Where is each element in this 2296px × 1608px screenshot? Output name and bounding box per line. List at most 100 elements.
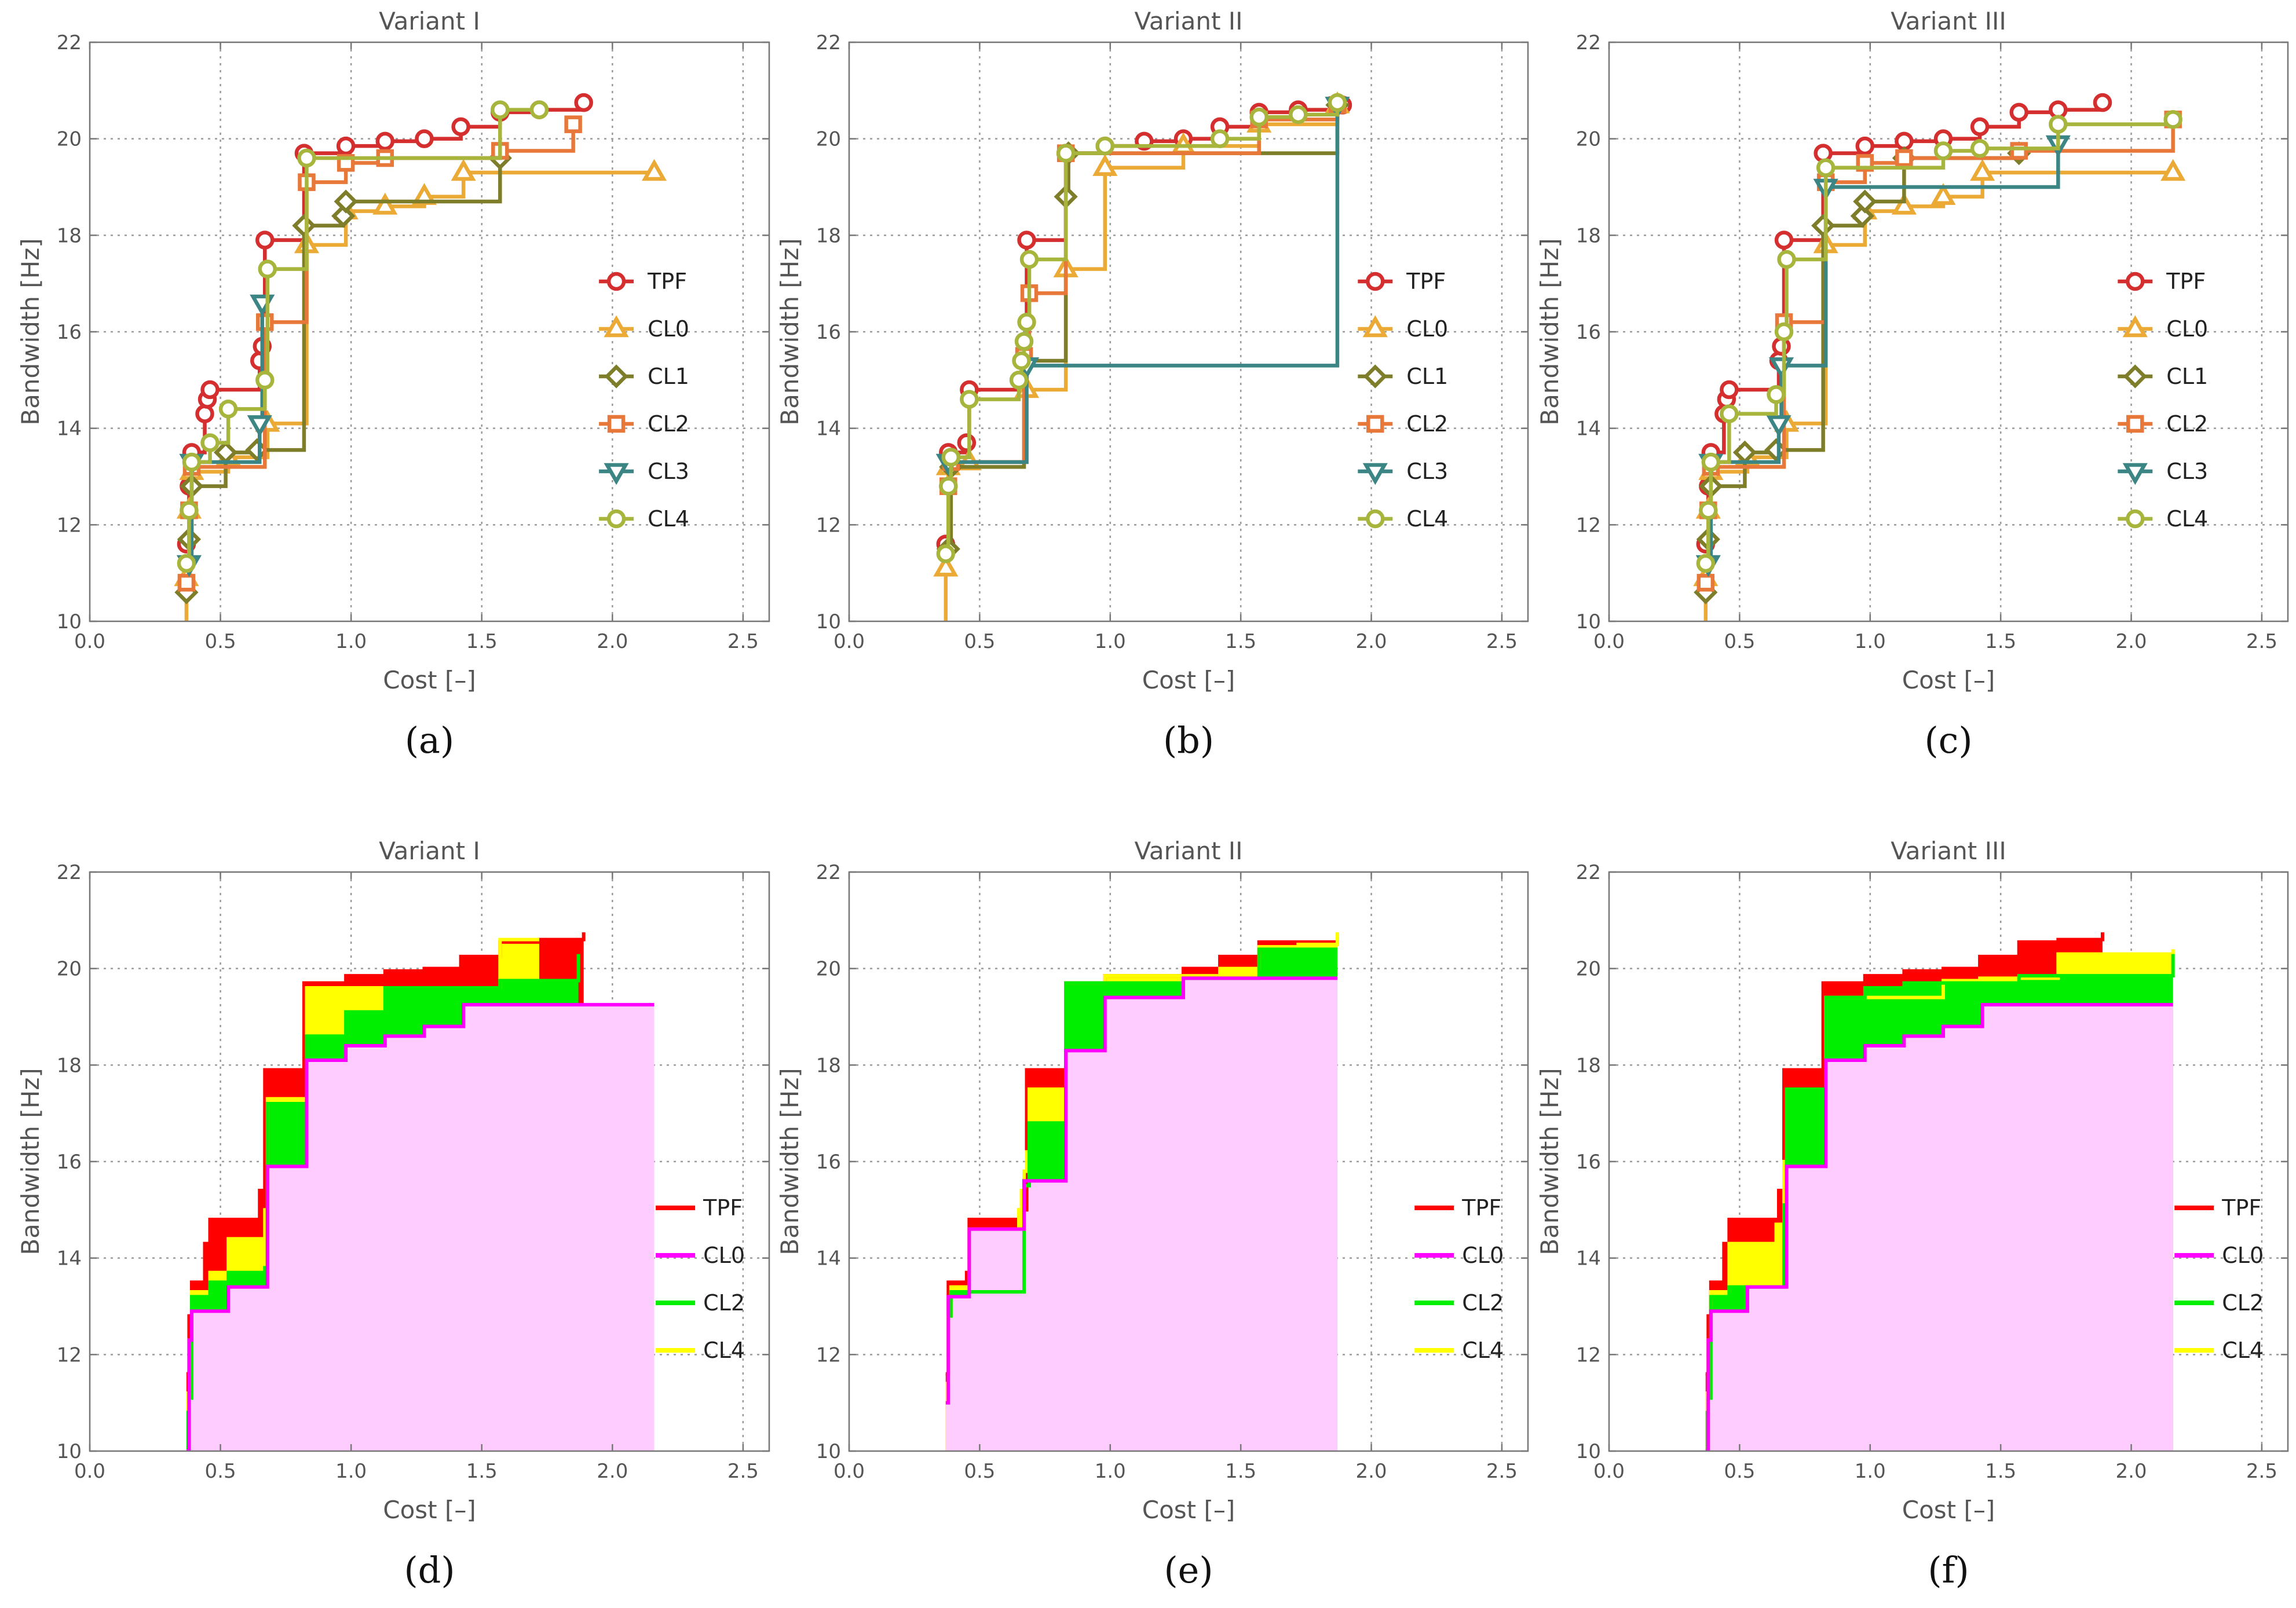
- series-cl4: [936, 93, 1347, 563]
- legend-marker: [2122, 463, 2148, 485]
- legend-marker: [1366, 509, 1385, 529]
- legend-item-cl1: CL1: [599, 364, 689, 389]
- series-cl0: [933, 91, 1350, 621]
- legend: TPF CL0 CL1 CL2 CL3 CL4: [1358, 269, 1448, 532]
- data-point-cl2: [1697, 574, 1715, 592]
- data-point-cl0: [1092, 154, 1118, 176]
- data-point-cl4: [1014, 332, 1034, 351]
- y-axis-label: Bandwidth [Hz]: [16, 238, 45, 425]
- data-point-cl4: [1933, 141, 1953, 160]
- y-tick-label: 10: [1576, 610, 1601, 633]
- x-tick-label: 2.5: [727, 1460, 759, 1483]
- x-tick-label: 0.5: [964, 1460, 995, 1483]
- edge-cl2: [1705, 954, 2175, 1415]
- x-axis-label: Cost [–]: [1902, 1496, 1995, 1524]
- legend-item-tpf: TPF: [2118, 269, 2206, 294]
- x-tick-label: 2.0: [1355, 1460, 1387, 1483]
- legend-marker: [1366, 415, 1384, 433]
- y-tick-label: 12: [1576, 1343, 1601, 1367]
- x-tick-label: 0.5: [964, 630, 995, 653]
- x-tick-label: 0.0: [833, 630, 865, 653]
- data-point-cl4: [1210, 129, 1230, 148]
- x-axis-label: Cost [–]: [1142, 1496, 1235, 1524]
- y-tick-label: 14: [816, 1247, 841, 1270]
- legend-item-cl1: CL1: [2118, 364, 2208, 389]
- chart-panel-a: Variant I 0.0 0.5 1.0 1.5 2.0 2.5 10 12 14 16 18 20 2…: [16, 7, 770, 761]
- y-tick-label: 22: [1576, 861, 1601, 884]
- y-tick-label: 14: [1576, 417, 1601, 441]
- data-point-tpf: [1814, 144, 1833, 163]
- y-axis-label: Bandwidth [Hz]: [1535, 1068, 1564, 1255]
- y-tick-label: 18: [57, 224, 82, 247]
- y-tick-label: 10: [57, 1440, 82, 1463]
- x-tick-label: 2.5: [1486, 630, 1518, 653]
- x-tick-label: 2.5: [2246, 1460, 2277, 1483]
- legend-label: CL1: [648, 364, 689, 389]
- data-point-cl2: [564, 115, 582, 133]
- data-point-cl0: [1891, 192, 1917, 215]
- x-tick-label: 0.0: [74, 1460, 105, 1483]
- data-point-cl2: [256, 313, 274, 331]
- data-point-cl4: [1767, 385, 1786, 404]
- data-point-cl3: [1766, 415, 1792, 437]
- legend-label: CL2: [648, 411, 689, 437]
- y-tick-label: 14: [57, 417, 82, 441]
- legend-item-cl0: CL0: [2174, 1243, 2264, 1268]
- x-tick-label: 2.0: [2115, 1460, 2147, 1483]
- x-tick-label: 1.0: [1095, 630, 1126, 653]
- legend-marker: [604, 463, 629, 485]
- series-cl2: [939, 96, 1347, 495]
- y-tick-label: 22: [57, 31, 82, 54]
- x-tick-label: 0.5: [1724, 630, 1755, 653]
- legend-item-tpf: TPF: [656, 1195, 743, 1221]
- data-point-tpf: [2009, 102, 2028, 122]
- data-point-cl4: [2163, 110, 2182, 129]
- y-axis-label: Bandwidth [Hz]: [16, 1068, 45, 1255]
- plot-area: [945, 932, 1339, 1451]
- data-point-cl4: [941, 448, 961, 467]
- chart-title: Variant III: [1891, 837, 2006, 865]
- data-point-tpf: [2093, 93, 2112, 112]
- legend-label: CL4: [1462, 1338, 1504, 1363]
- legend-marker: [1362, 463, 1388, 485]
- legend-item-cl3: CL3: [2118, 459, 2208, 485]
- legend-item-cl0: CL0: [1358, 315, 1448, 342]
- data-point-tpf: [574, 93, 593, 112]
- data-point-cl4: [1019, 250, 1039, 269]
- legend-label: CL3: [1406, 459, 1448, 484]
- legend-item-cl2: CL2: [2118, 411, 2208, 437]
- legend-marker: [606, 509, 626, 529]
- legend-label: CL0: [1406, 316, 1448, 342]
- panel-tag: (e): [1164, 1549, 1213, 1591]
- data-point-cl1: [292, 214, 316, 238]
- y-tick-label: 12: [1576, 514, 1601, 537]
- chart-title: Variant II: [1134, 7, 1242, 35]
- legend-label: CL1: [1406, 364, 1448, 389]
- x-tick-label: 2.5: [1486, 1460, 1518, 1483]
- legend-label: TPF: [2221, 1195, 2261, 1221]
- y-tick-label: 16: [57, 1151, 82, 1174]
- legend-label: TPF: [703, 1195, 743, 1221]
- y-tick-label: 10: [816, 610, 841, 633]
- legend-label: CL1: [2166, 364, 2208, 389]
- data-point-cl3: [247, 415, 272, 437]
- data-point-cl2: [1895, 149, 1913, 167]
- legend-label: CL4: [703, 1338, 745, 1363]
- y-tick-label: 12: [816, 514, 841, 537]
- legend-item-cl0: CL0: [599, 315, 689, 342]
- legend-marker: [604, 364, 628, 389]
- legend-item-cl0: CL0: [656, 1243, 745, 1268]
- legend-label: TPF: [647, 269, 687, 294]
- data-point-cl2: [177, 574, 196, 592]
- legend-marker: [2126, 272, 2145, 291]
- x-tick-label: 2.0: [597, 1460, 628, 1483]
- legend: TPF CL0 CL1 CL2 CL3 CL4: [2118, 269, 2208, 532]
- legend-label: CL2: [1406, 411, 1448, 437]
- legend-marker: [2122, 315, 2148, 338]
- data-point-cl3: [1768, 357, 1794, 379]
- series-line-cl1: [948, 105, 1340, 551]
- legend-item-cl4: CL4: [1358, 506, 1448, 532]
- area-cl0: [186, 1005, 655, 1451]
- series-line-cl3: [1708, 144, 2060, 566]
- legend-item-tpf: TPF: [1414, 1195, 1501, 1221]
